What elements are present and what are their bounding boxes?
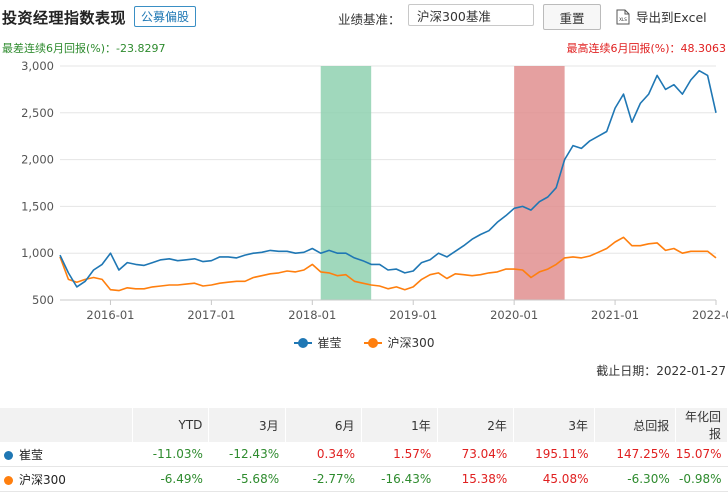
table-cell: -0.98% bbox=[675, 466, 728, 492]
y-tick-label: 1,000 bbox=[21, 246, 54, 260]
table-cell: 1.57% bbox=[361, 442, 438, 467]
toolbar: 投资经理指数表现 公募偏股 业绩基准： 重置 XLS 导出到Excel bbox=[0, 0, 728, 36]
table-header: 6月 bbox=[285, 408, 362, 442]
benchmark-input[interactable] bbox=[408, 4, 534, 26]
returns-table: YTD 3月 6月 1年 2年 3年 总回报 年化回报 崔莹 -11.03% -12… bbox=[0, 408, 728, 492]
table-cell: -6.30% bbox=[594, 466, 676, 492]
x-tick-label: 2016-01 bbox=[86, 308, 134, 322]
x-tick-label: 2017-01 bbox=[187, 308, 235, 322]
table-row: 崔莹 -11.03% -12.43% 0.34% 1.57% 73.04% 195.11% 1… bbox=[0, 442, 728, 467]
table-cell: 195.11% bbox=[513, 442, 595, 467]
x-tick-label: 2021-01 bbox=[591, 308, 639, 322]
table-row: 沪深300 -6.49% -5.68% -2.77% -16.43% 15.38% 45.0… bbox=[0, 466, 728, 492]
legend-label: 沪深300 bbox=[387, 336, 435, 350]
benchmark-label: 业绩基准： bbox=[338, 12, 401, 27]
legend-item-index[interactable]: 沪深300 bbox=[363, 334, 435, 351]
table-header: 3年 bbox=[513, 408, 595, 442]
performance-chart: 500 1,000 1,500 2,000 2,500 3,000 2016-01 2017-… bbox=[21, 59, 728, 322]
table-cell: 45.08% bbox=[513, 466, 595, 492]
best-6m-return: 最高连续6月回报(%)：48.3063 bbox=[566, 42, 726, 55]
series-line-index bbox=[59, 236, 717, 292]
y-tick-label: 1,500 bbox=[21, 199, 54, 213]
y-tick-label: 500 bbox=[32, 293, 54, 307]
page-title: 投资经理指数表现 bbox=[2, 9, 127, 27]
row-label: 崔莹 bbox=[19, 447, 44, 462]
row-name[interactable]: 沪深300 bbox=[0, 466, 133, 492]
best-period-band bbox=[514, 66, 565, 300]
row-label: 沪深300 bbox=[19, 472, 66, 487]
series-dot-icon bbox=[4, 450, 13, 460]
reset-button[interactable]: 重置 bbox=[543, 4, 601, 30]
table-cell: 0.34% bbox=[285, 442, 362, 467]
table-header: 2年 bbox=[437, 408, 514, 442]
chart-legend: 崔莹 沪深300 bbox=[0, 334, 728, 351]
worst-6m-return: 最差连续6月回报(%)：-23.8297 bbox=[2, 42, 166, 55]
table-header: 1年 bbox=[361, 408, 438, 442]
table-cell: -16.43% bbox=[361, 466, 438, 492]
y-tick-label: 3,000 bbox=[21, 59, 54, 73]
excel-file-icon: XLS bbox=[616, 9, 630, 24]
worst-period-band bbox=[320, 66, 372, 300]
y-tick-label: 2,500 bbox=[21, 106, 54, 120]
table-cell: 147.25% bbox=[594, 442, 676, 467]
table-header: 3月 bbox=[208, 408, 286, 442]
table-cell: 15.38% bbox=[437, 466, 514, 492]
x-tick-label: 2019-01 bbox=[389, 308, 437, 322]
svg-text:XLS: XLS bbox=[619, 17, 627, 22]
x-tick-label: 2022-01 bbox=[692, 308, 728, 322]
export-label: 导出到Excel bbox=[636, 10, 707, 25]
table-header: 年化回报 bbox=[675, 408, 728, 442]
table-cell: 15.07% bbox=[675, 442, 728, 467]
legend-item-manager[interactable]: 崔莹 bbox=[293, 334, 342, 351]
table-cell: 73.04% bbox=[437, 442, 514, 467]
fund-type-tag[interactable]: 公募偏股 bbox=[134, 6, 197, 27]
x-tick-label: 2018-01 bbox=[288, 308, 336, 322]
x-tick-label: 2020-01 bbox=[490, 308, 538, 322]
table-cell: -5.68% bbox=[208, 466, 286, 492]
table-header bbox=[0, 408, 134, 442]
row-name[interactable]: 崔莹 bbox=[0, 442, 133, 467]
table-cell: -2.77% bbox=[285, 466, 362, 492]
export-excel-button[interactable]: XLS 导出到Excel bbox=[616, 7, 707, 26]
legend-label: 崔莹 bbox=[317, 336, 342, 350]
y-tick-label: 2,000 bbox=[21, 153, 54, 167]
legend-swatch-icon bbox=[363, 337, 382, 348]
table-header: YTD bbox=[132, 408, 210, 442]
legend-swatch-icon bbox=[293, 337, 312, 348]
as-of-date: 截止日期：2022-01-27 bbox=[596, 364, 726, 378]
series-dot-icon bbox=[4, 475, 13, 485]
table-cell: -12.43% bbox=[208, 442, 286, 467]
table-header: 总回报 bbox=[594, 408, 677, 442]
table-cell: -6.49% bbox=[132, 466, 209, 492]
table-cell: -11.03% bbox=[132, 442, 209, 467]
table-header-row: YTD 3月 6月 1年 2年 3年 总回报 年化回报 bbox=[0, 408, 728, 442]
series-line-manager bbox=[59, 69, 717, 288]
